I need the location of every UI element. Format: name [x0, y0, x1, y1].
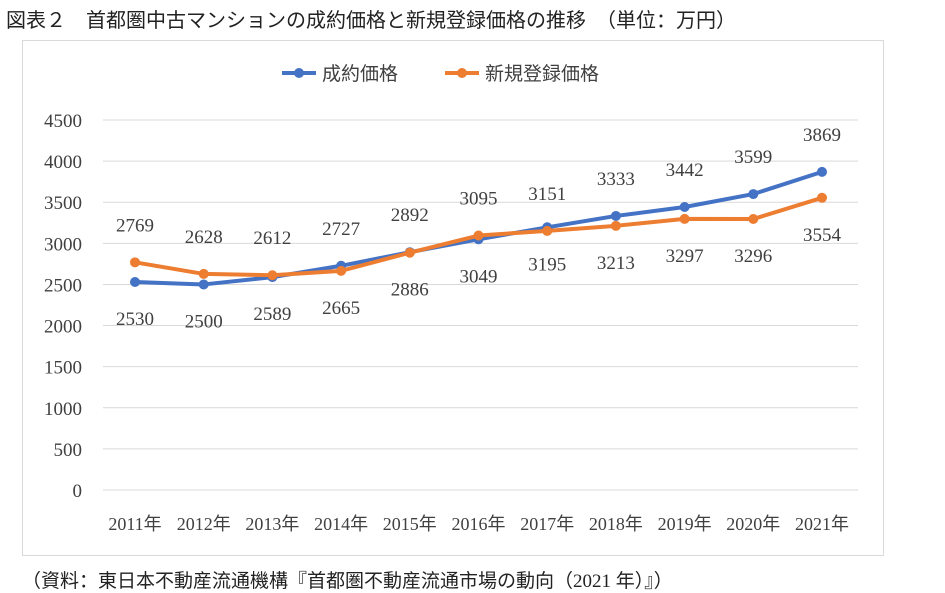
data-label: 3195 [528, 254, 566, 275]
data-point [198, 268, 209, 279]
data-label: 3554 [803, 225, 842, 246]
legend-label: 新規登録価格 [485, 63, 599, 85]
legend-marker [457, 68, 467, 78]
data-label: 3869 [803, 125, 841, 146]
x-tick-label: 2014年 [314, 514, 368, 534]
data-label: 3297 [666, 246, 704, 267]
y-tick-label: 3000 [44, 234, 82, 255]
data-point [404, 247, 415, 258]
data-label: 3442 [666, 160, 704, 181]
data-label: 2589 [253, 304, 291, 325]
data-point [198, 279, 209, 290]
data-point [130, 257, 140, 268]
y-tick-label: 2000 [44, 317, 82, 338]
legend-label: 成約価格 [322, 63, 398, 85]
data-label: 2500 [185, 311, 223, 332]
x-tick-label: 2015年 [383, 514, 437, 534]
legend-marker [294, 68, 304, 78]
data-label: 3599 [734, 147, 772, 168]
y-tick-label: 500 [54, 440, 83, 461]
data-point [817, 166, 827, 177]
data-point [542, 225, 553, 236]
y-tick-label: 0 [73, 481, 83, 502]
y-tick-label: 4500 [44, 111, 82, 132]
data-label: 2628 [185, 227, 223, 248]
y-tick-label: 4000 [44, 152, 82, 173]
data-point [610, 220, 621, 231]
y-tick-label: 1500 [44, 358, 82, 379]
chart-frame [22, 40, 884, 556]
x-tick-label: 2011年 [108, 514, 161, 534]
data-label: 3095 [460, 189, 498, 210]
data-point [679, 213, 690, 224]
x-tick-label: 2016年 [452, 514, 506, 534]
y-tick-label: 3500 [44, 193, 82, 214]
data-label: 2892 [391, 205, 429, 226]
source-note: （資料：東日本不動産流通機構『首都圏不動産流通市場の動向（2021 年）』） [22, 571, 673, 592]
x-tick-label: 2020年 [726, 514, 780, 534]
data-label: 2886 [391, 280, 429, 301]
data-point [610, 210, 621, 221]
x-tick-label: 2021年 [795, 514, 849, 534]
data-label: 2665 [322, 298, 360, 319]
data-point [130, 276, 140, 287]
data-point [679, 201, 690, 212]
data-label: 2612 [253, 228, 291, 249]
data-label: 3151 [528, 184, 566, 205]
data-label: 3213 [597, 253, 635, 274]
x-tick-label: 2013年 [245, 514, 299, 534]
data-point [748, 213, 759, 224]
x-tick-label: 2012年 [177, 514, 231, 534]
x-tick-label: 2018年 [589, 514, 643, 534]
data-label: 2727 [322, 219, 360, 240]
x-tick-label: 2017年 [520, 514, 574, 534]
data-label: 3049 [460, 266, 498, 287]
data-label: 2769 [116, 215, 154, 236]
y-tick-label: 2500 [44, 275, 82, 296]
data-point [473, 230, 484, 241]
data-label: 2530 [116, 309, 154, 330]
data-label: 3296 [734, 246, 772, 267]
data-point [748, 189, 759, 200]
data-point [267, 270, 278, 281]
x-tick-label: 2019年 [658, 514, 712, 534]
chart-title: 図表２ 首都圏中古マンションの成約価格と新規登録価格の推移 （単位：万円） [6, 10, 736, 32]
data-point [336, 265, 347, 276]
data-point [817, 192, 827, 203]
data-label: 3333 [597, 169, 635, 190]
y-tick-label: 1000 [44, 399, 82, 420]
